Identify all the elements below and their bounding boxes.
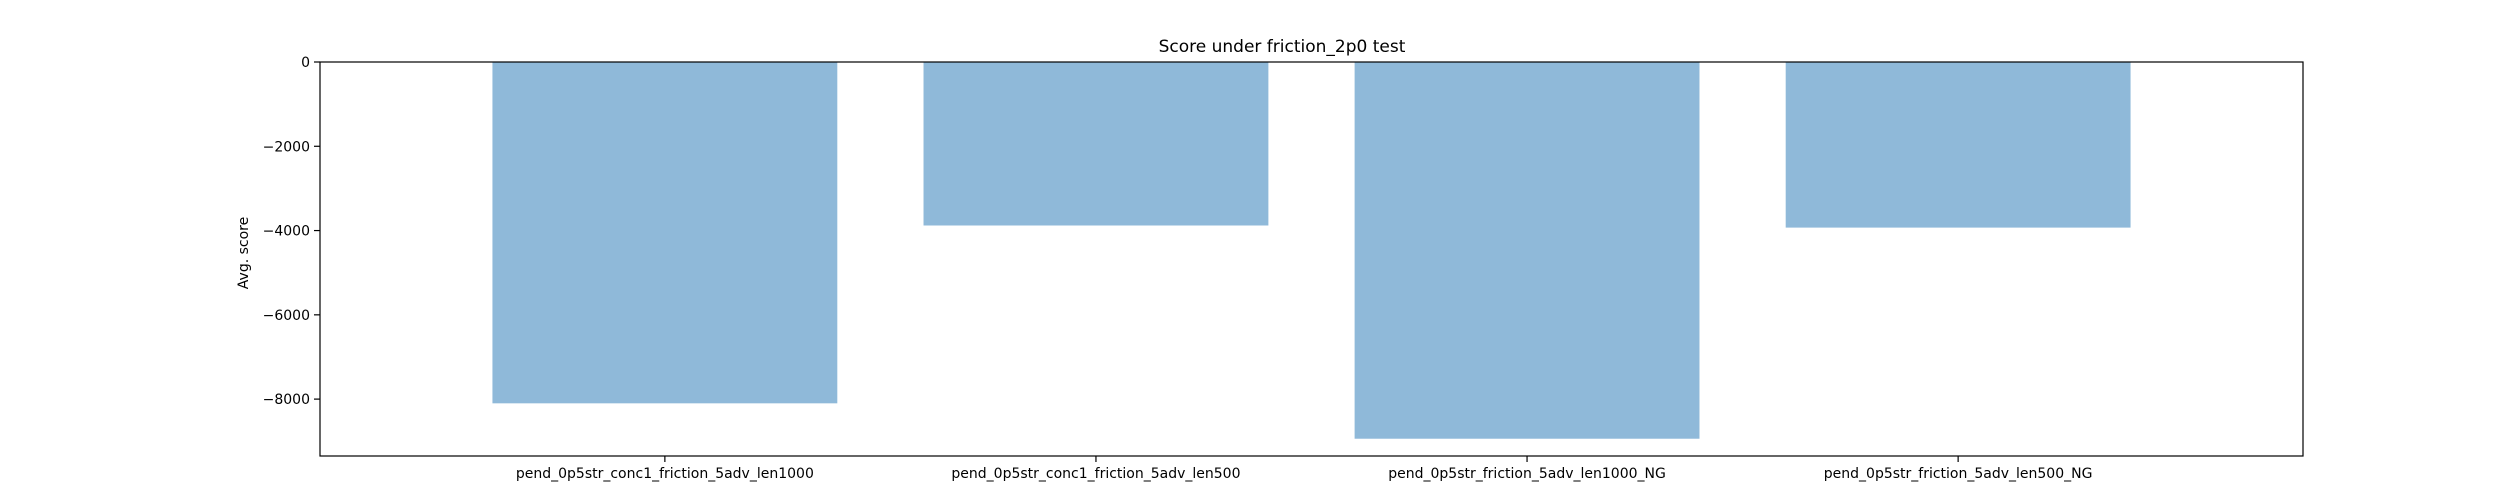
y-tick-label-2: −2000 xyxy=(263,139,310,155)
y-tick-label-4: −6000 xyxy=(263,308,310,324)
y-axis-label: Avg. score xyxy=(236,217,252,289)
axes-layer: pend_0p5str_conc1_friction_5adv_len1000 p… xyxy=(263,55,2304,482)
bar-1 xyxy=(492,62,838,404)
y-tick-label-5: −8000 xyxy=(263,392,310,408)
y-tick-label-3: −4000 xyxy=(263,224,310,240)
chart-title: Score under friction_2p0 test xyxy=(1159,37,1406,57)
bars-layer xyxy=(492,62,2131,439)
text-layer: Score under friction_2p0 test Avg. score xyxy=(236,37,1406,289)
bar-3 xyxy=(1354,62,1700,439)
x-tick-label-1: pend_0p5str_conc1_friction_5adv_len1000 xyxy=(516,466,814,482)
plot-frame xyxy=(319,61,2304,457)
x-tick-label-4: pend_0p5str_friction_5adv_len500_NG xyxy=(1824,466,2093,482)
y-tick-label-1: 0 xyxy=(301,55,310,71)
bar-2 xyxy=(923,62,1269,226)
x-tick-label-3: pend_0p5str_friction_5adv_len1000_NG xyxy=(1388,466,1666,482)
bar-4 xyxy=(1785,62,2131,228)
x-tick-label-2: pend_0p5str_conc1_friction_5adv_len500 xyxy=(951,466,1240,482)
